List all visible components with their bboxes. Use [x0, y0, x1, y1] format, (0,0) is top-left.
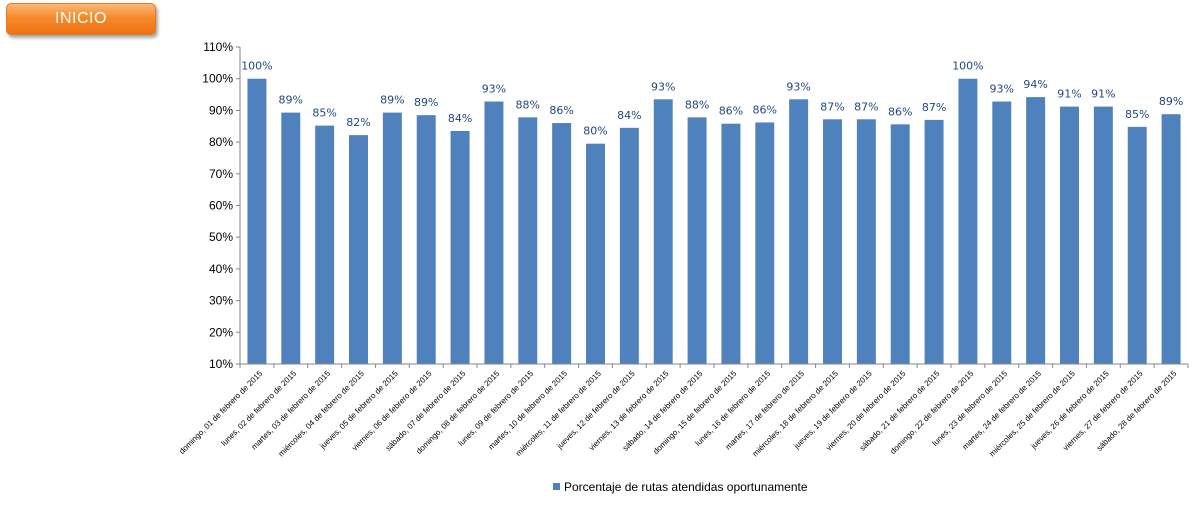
y-tick-label: 110%: [203, 40, 233, 54]
bar: [619, 127, 639, 365]
bar: [1093, 106, 1113, 364]
data-label: 93%: [651, 80, 675, 93]
bar: [653, 99, 673, 365]
legend-swatch: [553, 483, 560, 490]
data-label: 91%: [1091, 88, 1115, 101]
data-label: 93%: [990, 83, 1014, 96]
bars: [247, 78, 1181, 365]
data-label: 91%: [1057, 88, 1081, 101]
y-tick-label: 60%: [209, 199, 233, 213]
legend-label: Porcentaje de rutas atendidas oportuname…: [564, 480, 808, 494]
data-label: 89%: [414, 96, 438, 109]
data-label: 89%: [279, 94, 303, 107]
y-axis: 10% 20% 30% 40% 50% 60% 70% 80% 90% 100% 110%: [202, 40, 241, 371]
bar: [1127, 126, 1147, 364]
data-label: 100%: [241, 60, 272, 73]
bar: [247, 78, 267, 364]
data-labels: 100% 89% 85% 82% 89% 89% 84% 93% 88% 86% 80% 84% 93%…: [241, 60, 1183, 138]
bar: [586, 143, 605, 364]
bar: [755, 122, 775, 364]
bar: [281, 112, 301, 364]
bar: [349, 135, 368, 364]
data-label: 89%: [380, 94, 404, 107]
bar: [856, 119, 876, 364]
data-label: 84%: [617, 109, 641, 122]
data-label: 85%: [312, 107, 336, 120]
legend: Porcentaje de rutas atendidas oportuname…: [553, 480, 808, 494]
bar: [687, 117, 707, 365]
data-label: 86%: [549, 104, 573, 117]
inicio-button[interactable]: INICIO: [6, 3, 156, 35]
bar: [890, 124, 910, 365]
bar: [518, 117, 538, 365]
bar: [382, 112, 402, 364]
data-label: 87%: [854, 100, 878, 113]
bar: [416, 115, 436, 364]
bar: [315, 125, 335, 364]
bar: [721, 123, 741, 365]
bar: [1060, 106, 1079, 364]
data-label: 85%: [1125, 108, 1149, 121]
y-tick-label: 20%: [209, 325, 233, 339]
y-tick-label: 70%: [209, 167, 233, 181]
y-tick-label: 10%: [209, 357, 233, 371]
bar: [1026, 97, 1046, 364]
bar: [924, 119, 944, 364]
data-label: 82%: [346, 116, 370, 129]
data-label: 94%: [1023, 78, 1047, 91]
y-tick-label: 80%: [209, 135, 233, 149]
y-tick-label: 90%: [209, 103, 233, 117]
y-tick-label: 30%: [209, 294, 233, 308]
bar: [484, 101, 504, 365]
data-label: 93%: [482, 83, 506, 96]
bar: [958, 78, 978, 364]
bar: [450, 131, 470, 364]
data-label: 89%: [1159, 95, 1183, 108]
data-label: 86%: [888, 105, 912, 118]
data-label: 100%: [952, 60, 983, 73]
bar: [552, 123, 572, 364]
data-label: 88%: [516, 98, 540, 111]
data-label: 93%: [786, 80, 810, 93]
data-label: 86%: [719, 105, 743, 118]
data-label: 87%: [820, 100, 844, 113]
y-tick-label: 50%: [209, 230, 233, 244]
bar: [789, 99, 809, 365]
y-tick-label: 40%: [209, 262, 233, 276]
data-label: 87%: [922, 101, 946, 114]
bar: [1161, 114, 1181, 364]
data-label: 86%: [753, 103, 777, 116]
data-label: 84%: [448, 112, 472, 125]
bar: [992, 101, 1012, 365]
data-label: 80%: [583, 125, 607, 138]
y-tick-label: 100%: [202, 72, 233, 86]
bar: [823, 119, 842, 364]
data-label: 88%: [685, 98, 709, 111]
